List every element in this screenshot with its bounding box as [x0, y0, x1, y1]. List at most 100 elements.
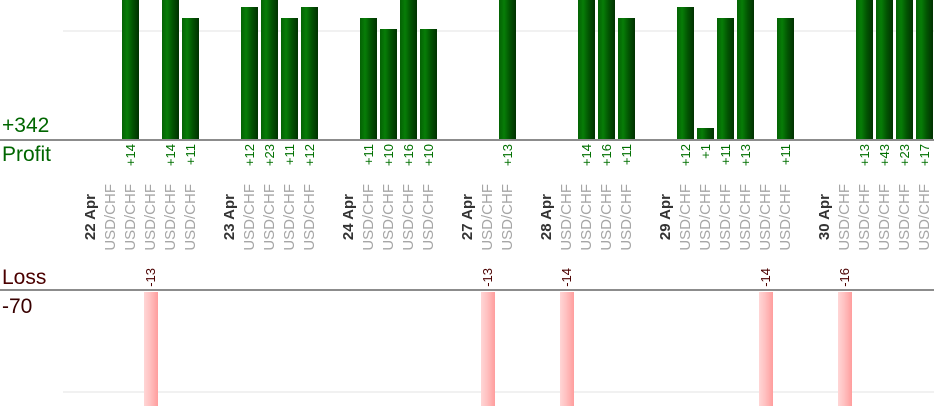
date-label-text: 22 Apr: [82, 193, 99, 241]
date-label: 24 Apr: [339, 182, 359, 252]
profit-value-label: +14: [161, 144, 181, 196]
profit-value-text: +11: [718, 144, 733, 166]
profit-bar: [876, 0, 893, 139]
profit-value-label: +16: [399, 144, 419, 196]
loss-bar: [481, 292, 495, 406]
profit-bar: [578, 0, 595, 139]
profit-value-text: +14: [123, 144, 138, 167]
profit-bar: [182, 18, 199, 139]
profit-value-label: +16: [597, 144, 617, 196]
profit-value-text: +10: [421, 144, 436, 167]
loss-value-label: -13: [141, 233, 161, 287]
profit-value-label: +13: [498, 144, 518, 196]
profit-value-label: +12: [300, 144, 320, 196]
profit-value-label: +12: [240, 144, 260, 196]
date-label-text: 28 Apr: [538, 193, 555, 241]
profit-value-label: +1: [696, 144, 716, 196]
loss-axis-line: [0, 289, 934, 291]
profit-bar: [281, 18, 298, 139]
profit-value-text: +14: [163, 144, 178, 167]
profit-value-text: +11: [183, 144, 198, 166]
profit-value-label: +11: [181, 144, 201, 196]
loss-total-label: -70: [2, 295, 33, 318]
profit-value-label: +43: [875, 144, 895, 196]
profit-bar: [400, 0, 417, 139]
profit-bar: [618, 18, 635, 139]
profit-total-label: +342: [2, 114, 50, 137]
profit-bar: [360, 18, 377, 139]
profit-value-text: +17: [917, 144, 932, 167]
profit-value-label: +11: [359, 144, 379, 196]
profit-bar: [777, 18, 794, 139]
profit-value-text: +43: [877, 144, 892, 167]
profit-value-label: +11: [716, 144, 736, 196]
profit-value-text: +23: [897, 144, 912, 167]
profit-value-text: +12: [678, 144, 693, 167]
loss-value-text: -14: [758, 268, 773, 287]
profit-bar: [717, 18, 734, 139]
date-label: 29 Apr: [656, 182, 676, 252]
loss-value-text: -14: [559, 268, 574, 287]
profit-value-label: +11: [280, 144, 300, 196]
profit-bar: [241, 7, 258, 139]
profit-value-text: +11: [361, 144, 376, 166]
profit-axis-label: Profit: [2, 143, 52, 166]
profit-bar: [301, 7, 318, 139]
profit-value-label: +23: [260, 144, 280, 196]
profit-value-label: +11: [617, 144, 637, 196]
profit-value-text: +13: [500, 144, 515, 167]
profit-value-label: +14: [577, 144, 597, 196]
profit-value-label: +14: [121, 144, 141, 196]
loss-value-text: -13: [143, 268, 158, 287]
profit-value-label: +13: [855, 144, 875, 196]
profit-bar: [896, 0, 913, 139]
date-label: 22 Apr: [81, 182, 101, 252]
date-label-text: 30 Apr: [816, 193, 833, 241]
profit-value-text: +23: [262, 144, 277, 167]
loss-gridline: [63, 391, 934, 393]
loss-axis-label: Loss: [2, 266, 47, 289]
profit-value-label: +10: [419, 144, 439, 196]
loss-bar: [144, 292, 158, 406]
profit-value-label: +23: [895, 144, 915, 196]
profit-bar: [697, 128, 714, 139]
loss-value-label: -14: [756, 233, 776, 287]
profit-bar: [856, 0, 873, 139]
profit-bar: [380, 29, 397, 139]
profit-value-text: +11: [619, 144, 634, 166]
loss-bar: [838, 292, 852, 406]
profit-value-text: +13: [857, 144, 872, 167]
loss-value-label: -13: [478, 233, 498, 287]
profit-axis-line: [0, 139, 934, 141]
date-label: 28 Apr: [537, 182, 557, 252]
profit-value-text: +16: [599, 144, 614, 167]
loss-value-label: -14: [557, 233, 577, 287]
profit-value-label: +12: [676, 144, 696, 196]
loss-bar: [759, 292, 773, 406]
loss-bar: [560, 292, 574, 406]
profit-bar: [162, 0, 179, 139]
profit-value-text: +12: [302, 144, 317, 167]
profit-value-label: +17: [915, 144, 934, 196]
profit-bar: [420, 29, 437, 139]
loss-value-label: -16: [835, 233, 855, 287]
profit-value-text: +11: [778, 144, 793, 166]
profit-bar: [499, 0, 516, 139]
profit-gridline: [63, 30, 934, 32]
loss-value-text: -13: [480, 268, 495, 287]
profit-bar: [737, 0, 754, 139]
profit-value-text: +11: [282, 144, 297, 166]
symbol-label-text: USD/CHF: [102, 183, 119, 251]
date-label-text: 24 Apr: [340, 193, 357, 241]
date-label: 27 Apr: [458, 182, 478, 252]
profit-bar: [598, 0, 615, 139]
profit-bar: [677, 7, 694, 139]
date-label-text: 23 Apr: [221, 193, 238, 241]
profit-bar: [122, 0, 139, 139]
date-label-text: 27 Apr: [459, 193, 476, 241]
symbol-label: USD/CHF: [101, 182, 121, 252]
profit-value-text: +14: [579, 144, 594, 167]
profit-value-text: +13: [738, 144, 753, 167]
date-label: 30 Apr: [815, 182, 835, 252]
